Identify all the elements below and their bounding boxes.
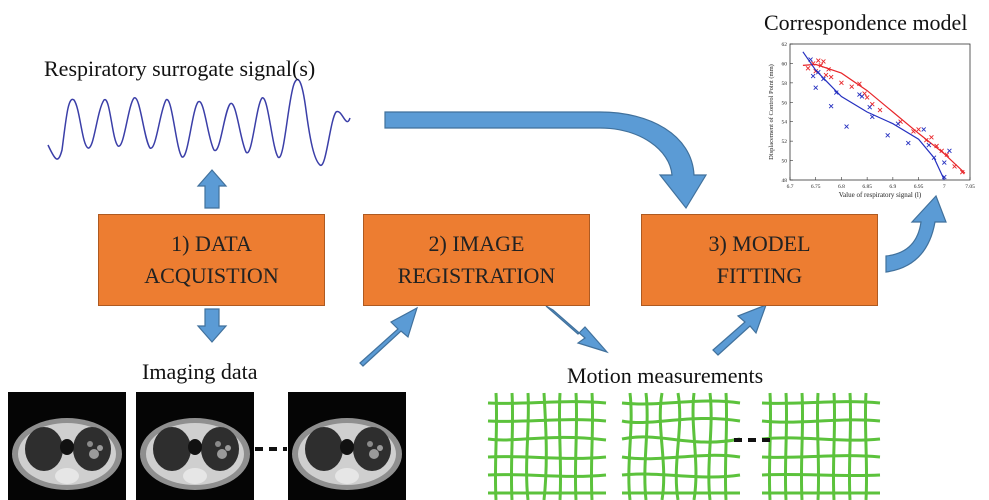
series-1-point: [839, 80, 844, 86]
y-tick-label: 50: [782, 159, 788, 165]
series-1-point: [813, 68, 819, 74]
series-1-point: [805, 65, 811, 71]
series-2-point: [808, 57, 813, 62]
series-1-point: [916, 127, 921, 132]
arrow-motion-to-fitting: [712, 303, 768, 356]
series-1-point: [821, 59, 826, 64]
ct-slice-2: [136, 392, 254, 500]
series-2-point: [947, 148, 952, 154]
y-tick-label: 48: [782, 178, 788, 184]
ct-slice-3: [288, 392, 406, 500]
series-1-point: [823, 72, 829, 78]
series-1-point: [934, 143, 939, 149]
step-1-line1: 1) DATA: [171, 231, 252, 256]
step-3-line2: FITTING: [716, 263, 803, 288]
series-2-point: [895, 121, 901, 126]
y-tick-label: 54: [782, 120, 788, 126]
step-1-line2: ACQUISTION: [144, 263, 279, 288]
series-1-point: [826, 66, 831, 72]
series-2-point: [833, 90, 839, 95]
series-2-point: [813, 85, 819, 91]
series-2-point: [821, 76, 826, 82]
series-1-point: [815, 58, 821, 63]
series-1-point: [818, 63, 824, 68]
x-tick-label: 6.8: [838, 184, 845, 190]
x-tick-label: 7: [943, 184, 946, 190]
arrow-signal-to-fitting: [384, 111, 708, 210]
arrow-to-signal: [196, 169, 228, 209]
series-2-point: [905, 140, 911, 146]
y-tick-label: 62: [782, 42, 788, 48]
series-2-point: [921, 127, 927, 132]
series-2-point: [815, 69, 821, 75]
motion-grid-3: [761, 392, 881, 500]
x-tick-label: 6.7: [787, 184, 794, 190]
motion-grid-1: [487, 392, 607, 500]
series-1-point: [944, 152, 950, 158]
series-1-point: [923, 137, 929, 143]
y-tick-label: 56: [782, 100, 788, 106]
step-data-acquisition: 1) DATA ACQUISTION: [98, 214, 325, 306]
respiratory-signal-waveform: [47, 78, 351, 166]
series-2-point: [867, 104, 873, 110]
series-1-point: [864, 95, 870, 100]
step-image-registration: 2) IMAGE REGISTRATION: [363, 214, 590, 306]
step-model-fitting: 3) MODEL FITTING: [641, 214, 878, 306]
arrow-fitting-to-model: [885, 194, 947, 273]
step-2-line2: REGISTRATION: [397, 263, 556, 288]
series-2-point: [810, 73, 816, 79]
x-tick-label: 6.85: [862, 184, 872, 190]
x-tick-label: 7.05: [965, 184, 975, 190]
arrow-to-imaging-data: [196, 308, 228, 343]
y-tick-label: 58: [782, 81, 788, 87]
surrogate-signal-label: Respiratory surrogate signal(s): [44, 56, 316, 81]
series-1-point: [877, 107, 883, 113]
series-1-point: [959, 169, 965, 175]
arrow-imaging-to-registration: [359, 306, 419, 367]
correspondence-model-chart: 6.7 6.75 6.8 6.85 6.9 6.95 7 7.05 48 50 52 54 56 58 60…: [760, 38, 988, 210]
series-2-fit-curve: [802, 51, 945, 181]
series-2-point: [844, 124, 849, 129]
series-2-point: [869, 114, 875, 120]
motion-measurements-label: Motion measurements: [567, 363, 764, 388]
series-1-point: [939, 148, 945, 154]
series-1-point: [849, 84, 855, 90]
chart-svg: 6.7 6.75 6.8 6.85 6.9 6.95 7 7.05 48 50 52 54 56 58 60…: [768, 42, 975, 199]
series-1-point: [929, 134, 934, 140]
ct-slice-1: [8, 392, 126, 500]
correspondence-model-label: Correspondence model: [764, 10, 968, 35]
x-tick-label: 6.95: [914, 184, 924, 190]
imaging-data-label: Imaging data: [142, 359, 258, 384]
step-3-line1: 3) MODEL: [708, 231, 811, 256]
series-1-point: [911, 129, 916, 134]
series-1-point: [952, 164, 957, 169]
step-2-line1: 2) IMAGE: [428, 231, 525, 256]
x-tick-label: 6.75: [811, 184, 821, 190]
series-1-point: [857, 81, 862, 87]
series-2-point: [828, 103, 834, 109]
y-axis-label: Displacement of Control Point (mm): [768, 64, 775, 160]
series-1-point: [828, 74, 834, 80]
y-tick-label: 52: [782, 139, 788, 145]
x-tick-label: 6.9: [889, 184, 896, 190]
arrow-registration-to-motion: [545, 305, 609, 354]
series-2-point: [931, 155, 937, 160]
series-2-point: [926, 142, 932, 148]
y-tick-label: 60: [782, 61, 788, 67]
series-2-point: [941, 174, 947, 180]
series-2-point: [941, 160, 947, 165]
motion-grid-2: [621, 392, 741, 500]
series-2-point: [885, 132, 891, 138]
series-2-point: [859, 94, 865, 99]
x-axis-label: Value of respiratory signal (l): [839, 191, 922, 199]
